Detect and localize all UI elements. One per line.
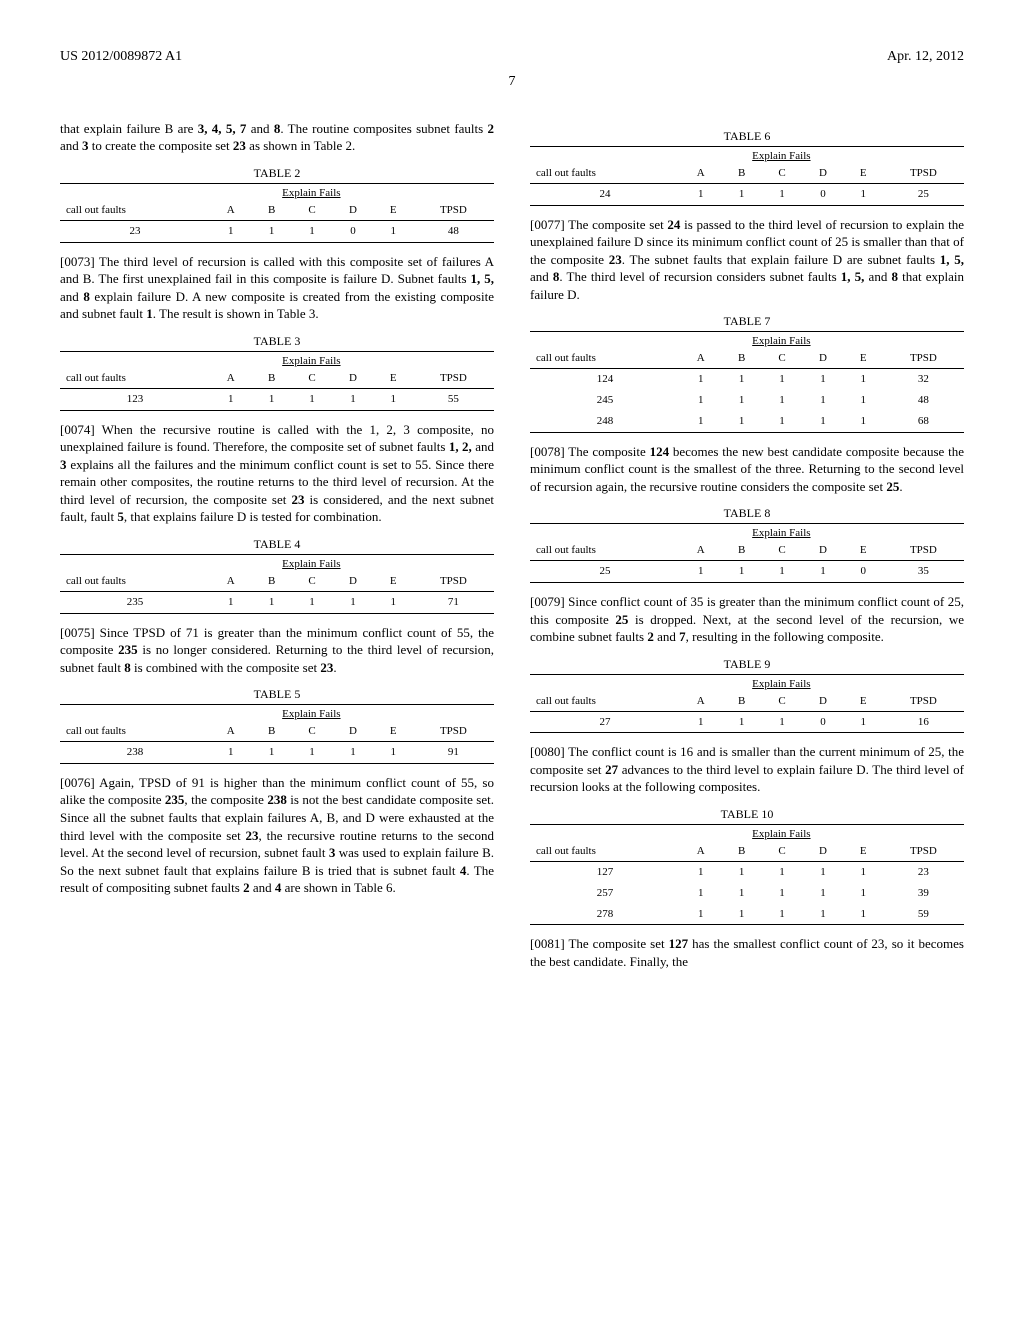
table-row: 271110116 bbox=[530, 711, 964, 733]
table5-caption: TABLE 5 bbox=[60, 686, 494, 702]
table7: Explain Fails call out faults ABCDETPSD … bbox=[530, 331, 964, 432]
table2: Explain Fails call out faults A B C D E … bbox=[60, 183, 494, 243]
para-intro: that explain failure B are 3, 4, 5, 7 an… bbox=[60, 120, 494, 155]
table-row: 2351111171 bbox=[60, 591, 494, 613]
para-73: [0073] The third level of recursion is c… bbox=[60, 253, 494, 323]
table3: Explain Fails call out faults ABCDETPSD … bbox=[60, 351, 494, 411]
para-76: [0076] Again, TPSD of 91 is higher than … bbox=[60, 774, 494, 897]
page-header: US 2012/0089872 A1 Apr. 12, 2012 bbox=[60, 48, 964, 67]
para-77: [0077] The composite set 24 is passed to… bbox=[530, 216, 964, 304]
table2-caption: TABLE 2 bbox=[60, 165, 494, 181]
table-row: 1231111155 bbox=[60, 388, 494, 410]
table-row: 241110125 bbox=[530, 183, 964, 205]
table8: Explain Fails call out faults ABCDETPSD … bbox=[530, 523, 964, 583]
left-column: that explain failure B are 3, 4, 5, 7 an… bbox=[60, 120, 494, 981]
table-row: 1241111132 bbox=[530, 369, 964, 390]
table-row: 2571111139 bbox=[530, 883, 964, 904]
table8-caption: TABLE 8 bbox=[530, 505, 964, 521]
table10: Explain Fails call out faults ABCDETPSD … bbox=[530, 824, 964, 925]
table3-caption: TABLE 3 bbox=[60, 333, 494, 349]
table10-caption: TABLE 10 bbox=[530, 806, 964, 822]
para-74: [0074] When the recursive routine is cal… bbox=[60, 421, 494, 526]
table6-caption: TABLE 6 bbox=[530, 128, 964, 144]
table7-caption: TABLE 7 bbox=[530, 313, 964, 329]
para-80: [0080] The conflict count is 16 and is s… bbox=[530, 743, 964, 796]
table-row: 2481111168 bbox=[530, 411, 964, 432]
table6: Explain Fails call out faults ABCDETPSD … bbox=[530, 146, 964, 206]
table-row: 2451111148 bbox=[530, 390, 964, 411]
two-column-layout: that explain failure B are 3, 4, 5, 7 an… bbox=[60, 120, 964, 981]
page-number: 7 bbox=[60, 73, 964, 92]
publication-date: Apr. 12, 2012 bbox=[887, 48, 964, 67]
para-79: [0079] Since conflict count of 35 is gre… bbox=[530, 593, 964, 646]
table9-caption: TABLE 9 bbox=[530, 656, 964, 672]
right-column: TABLE 6 Explain Fails call out faults AB… bbox=[530, 120, 964, 981]
table-row: 2781111159 bbox=[530, 904, 964, 925]
para-75: [0075] Since TPSD of 71 is greater than … bbox=[60, 624, 494, 677]
table-row: 23 1 1 1 0 1 48 bbox=[60, 220, 494, 242]
table-row: 2381111191 bbox=[60, 742, 494, 764]
table4-caption: TABLE 4 bbox=[60, 536, 494, 552]
para-78: [0078] The composite 124 becomes the new… bbox=[530, 443, 964, 496]
publication-number: US 2012/0089872 A1 bbox=[60, 48, 182, 67]
table4: Explain Fails call out faults ABCDETPSD … bbox=[60, 554, 494, 614]
table-row: 1271111123 bbox=[530, 861, 964, 882]
para-81: [0081] The composite set 127 has the sma… bbox=[530, 935, 964, 970]
table5: Explain Fails call out faults ABCDETPSD … bbox=[60, 704, 494, 764]
table-row: 251111035 bbox=[530, 561, 964, 583]
table9: Explain Fails call out faults ABCDETPSD … bbox=[530, 674, 964, 734]
